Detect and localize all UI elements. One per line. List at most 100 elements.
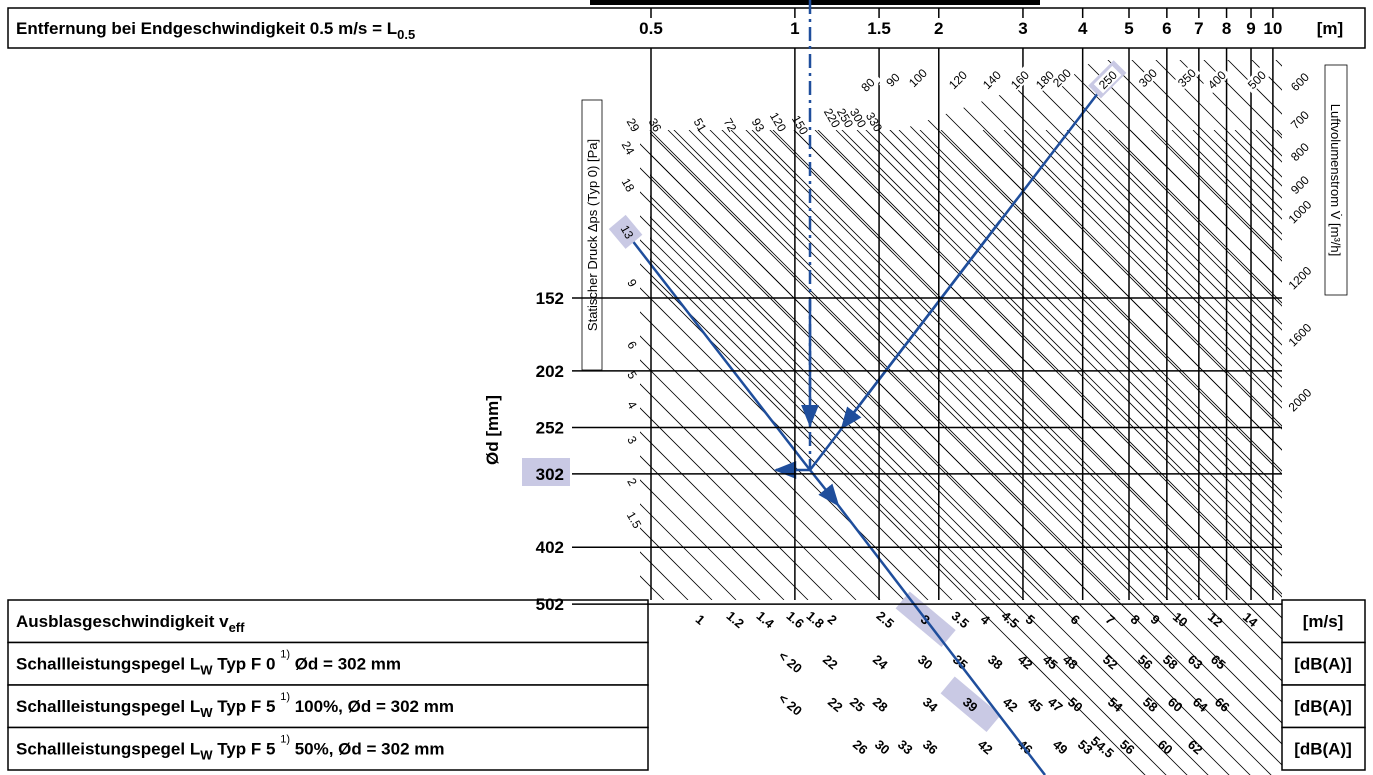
diag [1066, 130, 1282, 346]
row-label-part: Ausblasgeschwindigkeit v [16, 612, 229, 631]
row-value: 25 [847, 694, 868, 715]
diag [640, 60, 761, 600]
diag [640, 60, 1193, 600]
row-value: 1.6 [784, 608, 807, 631]
row-value: < 20 [776, 648, 805, 676]
diag [640, 60, 641, 600]
distance-tick-label: 3 [1018, 19, 1027, 38]
diag [967, 60, 1282, 600]
highlight [522, 458, 570, 486]
row-label-part: W [200, 663, 213, 678]
row-value: 48 [1060, 652, 1081, 673]
row-value: 22 [820, 652, 841, 673]
row-unit-cell [1281, 726, 1366, 771]
diag [814, 130, 1282, 598]
table: Ausblasgeschwindigkeit veff [m/s] 1 1.2 1.4 1… [7, 591, 1366, 771]
row-value: 45 [1025, 694, 1046, 715]
diag [1015, 60, 1282, 600]
diag [640, 60, 857, 600]
diag [640, 60, 953, 600]
row-value: 42 [975, 737, 996, 758]
row-value: 36 [920, 737, 941, 758]
row-label-part: Ød = 302 mm [290, 655, 401, 674]
distance-tick-label: 5 [1124, 19, 1133, 38]
label-bg [1133, 63, 1162, 92]
row-label-part: eff [229, 620, 246, 635]
row-value: 6 [1068, 612, 1083, 628]
distance-tick-label: 9 [1246, 19, 1255, 38]
volume-tick-label: 2000 [1286, 385, 1315, 414]
row-unit: [m/s] [1303, 612, 1344, 631]
diag [799, 60, 1282, 600]
pressure-tick-label: 2 [624, 476, 640, 489]
row-value: 24 [870, 652, 891, 673]
diag [679, 60, 1241, 600]
row-value: 2.5 [874, 608, 897, 631]
diag [847, 60, 1282, 600]
row-value: 58 [1160, 652, 1181, 673]
diag [640, 60, 833, 600]
volume-tick-label: 1200 [1286, 263, 1315, 292]
diag [655, 60, 1217, 600]
row-label-cell [7, 641, 649, 686]
svg-text:Statischer Druck Δps (Typ 0) [: Statischer Druck Δps (Typ 0) [Pa] [585, 139, 600, 331]
diag [640, 60, 977, 600]
diag [640, 60, 1073, 600]
diag [991, 60, 1282, 600]
diameter-label: Ød [mm] [483, 395, 502, 465]
row-value: 1 [693, 612, 708, 628]
solution-path [627, 0, 1109, 775]
pressure-tick-label: 24 [619, 139, 638, 158]
label-bg [977, 65, 1006, 94]
distance-unit: [m] [1317, 19, 1343, 38]
row-value: 60 [1165, 694, 1186, 715]
diag [703, 60, 1265, 600]
row-value: 2 [825, 612, 840, 628]
row-value: 34 [920, 694, 941, 715]
label-bg [1285, 105, 1314, 134]
pressure-tick-label: 9 [624, 277, 640, 290]
diag [650, 216, 1209, 775]
diameter-tick-label: 402 [536, 538, 564, 557]
label-bg [1242, 65, 1271, 94]
label-bg [1285, 197, 1314, 226]
row-value: 26 [850, 737, 871, 758]
label-bg [943, 65, 972, 94]
row-label: Ausblasgeschwindigkeit veff [16, 612, 245, 635]
pressure-tick-label: 3 [624, 434, 640, 447]
row-value: 14 [1240, 609, 1261, 630]
diag [730, 130, 1282, 682]
diag [1183, 60, 1282, 600]
diag [1039, 60, 1282, 600]
row-label-part: Typ F 0 [213, 655, 281, 674]
row-label-part: 1) [280, 734, 290, 746]
row-label-part: Schallleistungspegel L [16, 697, 200, 716]
label-bg [1030, 65, 1059, 94]
row-label-cell [7, 599, 649, 644]
label-bg [1285, 137, 1314, 166]
diag [895, 60, 1282, 600]
row-label: Schallleistungspegel LW Typ F 5 1) 100%,… [16, 691, 454, 720]
row-value: 10 [1170, 609, 1191, 630]
row-unit: [dB(A)] [1294, 740, 1352, 759]
diameter-tick-label: 252 [536, 419, 564, 438]
diag [919, 130, 1282, 493]
row-value: 1.4 [754, 608, 778, 632]
svg-text:Luftvolumenstrom V̇ [m³/h]: Luftvolumenstrom V̇ [m³/h] [1328, 104, 1343, 256]
diag [640, 60, 1025, 600]
diag [1063, 60, 1282, 600]
row-value: 45 [1040, 652, 1061, 673]
row-label-part: Typ F 5 [213, 740, 281, 759]
row-value: 66 [1212, 694, 1233, 715]
diameter-tick-label: 152 [536, 289, 564, 308]
diag [940, 130, 1282, 472]
label-bg [878, 65, 907, 94]
pressure-tick-label: 150 [789, 113, 811, 138]
row-value: 8 [1128, 612, 1143, 628]
row-label-part: 1) [280, 649, 290, 661]
row-value: 50 [1065, 694, 1086, 715]
diag [640, 60, 1169, 600]
distance-tick-label: 2 [934, 19, 943, 38]
label-bg [1285, 320, 1314, 349]
row-label-cell [7, 726, 649, 771]
